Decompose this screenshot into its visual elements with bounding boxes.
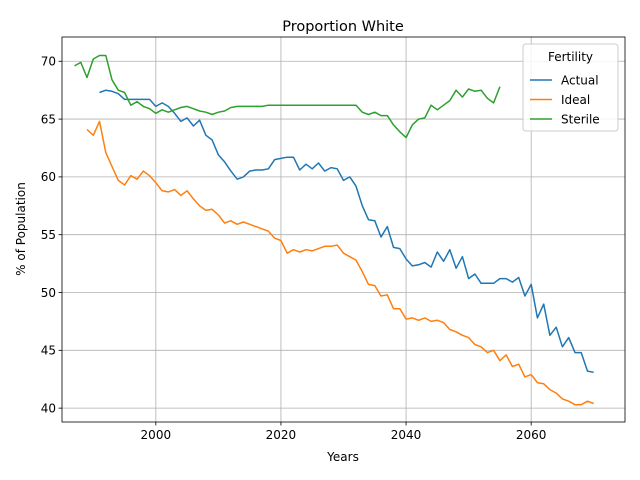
- y-tick-label: 55: [41, 228, 56, 242]
- y-axis-label: % of Population: [14, 182, 28, 276]
- axis-ticks: 2000 2020 2040 2060 40 45 50 55 60 65 70: [41, 55, 547, 442]
- y-tick-label: 45: [41, 344, 56, 358]
- x-tick-label: 2020: [266, 428, 297, 442]
- legend-title: Fertility: [548, 50, 593, 64]
- legend-label-actual: Actual: [561, 73, 599, 87]
- x-tick-label: 2000: [141, 428, 172, 442]
- y-tick-label: 40: [41, 401, 56, 415]
- legend-box: [522, 43, 619, 132]
- legend: Fertility Actual Ideal Sterile: [522, 43, 619, 132]
- plot-frame: [61, 36, 626, 423]
- y-tick-label: 65: [41, 112, 56, 126]
- x-tick-label: 2040: [391, 428, 422, 442]
- series-line-sterile: [74, 54, 501, 139]
- x-tick-label: 2060: [516, 428, 547, 442]
- y-tick-label: 60: [41, 170, 56, 184]
- y-tick-label: 70: [41, 55, 56, 69]
- legend-label-ideal: Ideal: [561, 93, 590, 107]
- x-axis-label: Years: [326, 450, 359, 464]
- series-line-ideal: [86, 120, 594, 406]
- chart-title: Proportion White: [282, 19, 404, 35]
- y-tick-label: 50: [41, 286, 56, 300]
- series-line-actual: [99, 89, 594, 374]
- series-lines: [74, 54, 594, 406]
- legend-label-sterile: Sterile: [561, 112, 600, 126]
